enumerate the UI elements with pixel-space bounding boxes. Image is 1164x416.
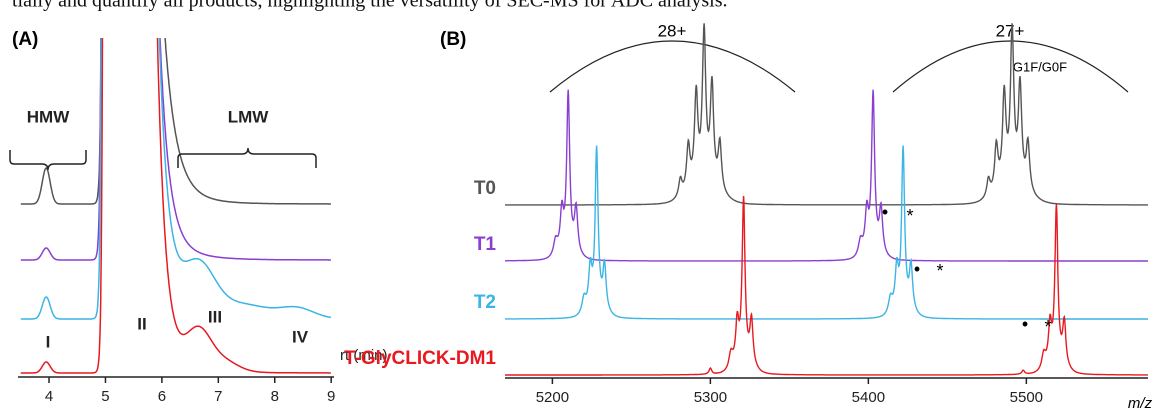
- x-axis-title: rt (min): [340, 347, 388, 364]
- x-tick-label: 6: [158, 388, 166, 405]
- x-tick-label: 8: [271, 388, 279, 405]
- lmw-brace: [177, 147, 317, 168]
- group-label: LMW: [228, 107, 270, 126]
- marker: •: [1022, 314, 1028, 334]
- x-tick-label: 5: [101, 388, 109, 405]
- trace: [505, 89, 1148, 262]
- peak-label: IV: [292, 327, 309, 346]
- peak-label: III: [208, 307, 222, 326]
- group-label: HMW: [27, 107, 70, 126]
- panel-label: (A): [12, 29, 38, 50]
- trace-label: T1: [474, 234, 497, 255]
- trace-label: T-GlyCLICK-DM1: [344, 348, 496, 369]
- marker: *: [936, 261, 943, 281]
- trace: [20, 38, 331, 261]
- trace-label: T0: [474, 178, 496, 199]
- x-axis-title: m/z: [1128, 395, 1153, 412]
- trace: [20, 38, 331, 374]
- charge-arc: [892, 40, 1129, 93]
- x-tick-label: 5300: [694, 389, 727, 406]
- x-tick-label: 5500: [1010, 389, 1043, 406]
- caption: tially and quantify all products, highli…: [12, 0, 727, 12]
- x-tick-label: 7: [214, 388, 222, 405]
- marker: *: [906, 206, 913, 226]
- trace: [20, 38, 332, 320]
- charge-arc: [549, 40, 796, 93]
- marker: *: [1044, 317, 1051, 337]
- x-tick-label: 9: [327, 388, 335, 405]
- trace: [505, 145, 1148, 320]
- panel-label: (B): [440, 29, 466, 50]
- trace: [505, 195, 1148, 376]
- charge-label: 27+: [996, 21, 1025, 40]
- peak-label: I: [46, 332, 51, 351]
- charge-label: 28+: [658, 21, 687, 40]
- trace: [20, 38, 331, 205]
- x-tick-label: 5400: [852, 389, 885, 406]
- marker: •: [914, 259, 920, 279]
- glycoform-label: G1F/G0F: [1013, 59, 1067, 74]
- trace: [505, 23, 1148, 206]
- hmw-brace: [9, 150, 87, 171]
- peak-label: II: [137, 314, 146, 333]
- marker: •: [882, 202, 888, 222]
- x-tick-label: 5200: [536, 389, 569, 406]
- x-tick-label: 4: [45, 388, 53, 405]
- trace-label: T2: [474, 292, 496, 313]
